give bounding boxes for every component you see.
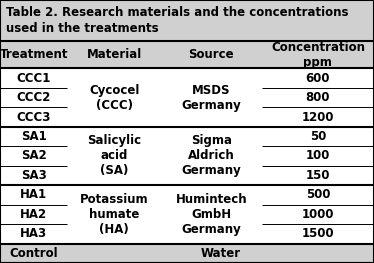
Text: HA3: HA3 <box>20 227 47 240</box>
Text: CCC3: CCC3 <box>16 110 51 124</box>
Text: Salicylic
acid
(SA): Salicylic acid (SA) <box>87 134 141 178</box>
Text: SA1: SA1 <box>21 130 46 143</box>
Text: Concentration
ppm: Concentration ppm <box>271 41 365 69</box>
Bar <box>0 185 374 205</box>
Text: Table 2. Research materials and the concentrations
used in the treatments: Table 2. Research materials and the conc… <box>6 6 348 35</box>
Text: CCC2: CCC2 <box>16 91 51 104</box>
Text: 1500: 1500 <box>301 227 334 240</box>
Text: 1000: 1000 <box>302 208 334 221</box>
Text: Treatment: Treatment <box>0 48 68 61</box>
Text: 100: 100 <box>306 149 330 163</box>
Bar <box>0 68 374 88</box>
Text: Sigma
Aldrich
Germany: Sigma Aldrich Germany <box>181 134 241 178</box>
Text: Water: Water <box>200 247 241 260</box>
Bar <box>0 244 374 263</box>
Text: SA3: SA3 <box>21 169 46 182</box>
Bar <box>0 88 374 107</box>
Bar <box>0 166 374 185</box>
Text: HA1: HA1 <box>20 188 47 201</box>
Text: 1200: 1200 <box>302 110 334 124</box>
Text: Control: Control <box>9 247 58 260</box>
Text: 800: 800 <box>306 91 330 104</box>
Text: 150: 150 <box>306 169 330 182</box>
Text: 50: 50 <box>310 130 326 143</box>
Text: Humintech
GmbH
Germany: Humintech GmbH Germany <box>175 193 247 236</box>
Text: 600: 600 <box>306 72 330 85</box>
Text: Source: Source <box>188 48 234 61</box>
Text: Material: Material <box>86 48 142 61</box>
Bar <box>0 127 374 146</box>
Text: Cycocel
(CCC): Cycocel (CCC) <box>89 84 139 112</box>
Text: CCC1: CCC1 <box>16 72 51 85</box>
Text: HA2: HA2 <box>20 208 47 221</box>
Text: 500: 500 <box>306 188 330 201</box>
Bar <box>0 224 374 244</box>
Bar <box>0 205 374 224</box>
Text: Potassium
humate
(HA): Potassium humate (HA) <box>80 193 148 236</box>
Bar <box>0 146 374 166</box>
Bar <box>0 41 374 68</box>
Bar <box>0 0 374 41</box>
Bar <box>0 107 374 127</box>
Text: SA2: SA2 <box>21 149 46 163</box>
Text: MSDS
Germany: MSDS Germany <box>181 84 241 112</box>
